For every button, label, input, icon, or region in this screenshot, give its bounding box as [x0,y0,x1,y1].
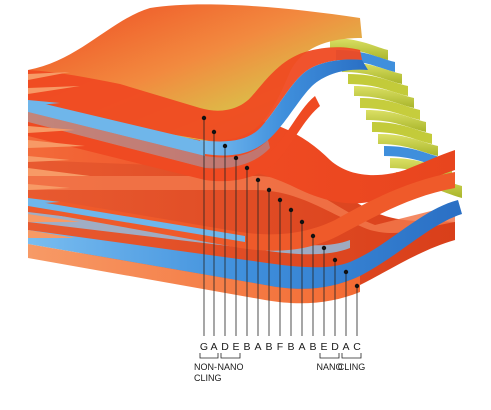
leader-dot [266,187,272,193]
leader-dot [244,165,250,171]
layer-label: D [221,341,229,353]
leader-dot [321,245,327,251]
layer-label: E [232,341,239,353]
layer-label: A [342,341,349,353]
leader-dot [310,233,316,239]
layer-label: G [200,341,208,353]
nano-left-bracket [220,353,241,359]
group-label: NANO [217,362,243,372]
layer-label: A [254,341,261,353]
nano-right-bracket [319,353,340,359]
leader-dot [288,207,294,213]
layer-label: B [243,341,250,353]
leader-dot [277,197,283,203]
group-label: NANO [316,362,342,372]
cling-bracket [341,353,362,359]
layer-label: A [298,341,305,353]
layer-label: B [287,341,294,353]
layer-label: F [277,341,283,353]
layer-label: C [353,341,361,353]
upper-layer-stack [28,4,368,182]
layer-label: A [210,341,217,353]
leader-dot [255,177,261,183]
group-label: NON- [194,362,217,372]
leader-lines [201,115,360,336]
leader-dot [354,283,360,289]
layer-label: B [309,341,316,353]
layer-label: E [320,341,327,353]
layer-label: D [331,341,339,353]
leader-dot [201,115,207,121]
layer-label: B [265,341,272,353]
non-cling-bracket [199,353,219,359]
group-label: CLING [338,362,366,372]
leader-dot [299,219,305,225]
leader-dot [343,269,349,275]
leader-dot [233,155,239,161]
leader-dot [211,129,217,135]
leader-dot [222,143,228,149]
group-label: CLING [194,373,222,383]
left-edge-stripes [28,72,90,238]
leader-dot [332,257,338,263]
